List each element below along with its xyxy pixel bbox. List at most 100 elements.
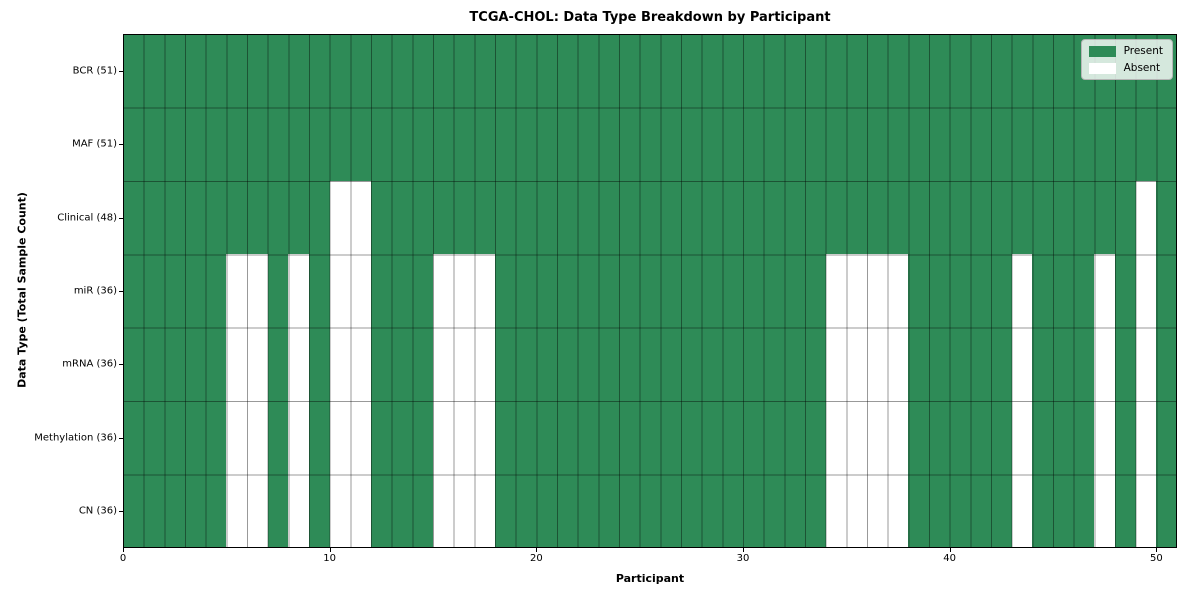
absent-cell bbox=[329, 327, 351, 402]
absent-cell bbox=[1011, 327, 1033, 402]
x-tick bbox=[949, 548, 951, 552]
absent-cell bbox=[226, 327, 247, 402]
x-tick bbox=[329, 548, 331, 552]
absent-cell bbox=[226, 474, 247, 548]
y-tick-label: Clinical (48) bbox=[57, 212, 117, 224]
legend-entry: Absent bbox=[1088, 62, 1163, 74]
legend-swatch-present bbox=[1088, 45, 1116, 57]
x-tick-label: 0 bbox=[119, 553, 127, 564]
y-tick-label: mRNA (36) bbox=[62, 358, 117, 370]
absent-cell bbox=[846, 474, 867, 548]
absent-cell bbox=[474, 327, 495, 402]
absent-cell bbox=[1135, 401, 1157, 475]
absent-cell bbox=[433, 327, 454, 402]
legend: Present Absent bbox=[1080, 39, 1173, 80]
y-tick-label: MAF (51) bbox=[72, 138, 117, 150]
absent-cell bbox=[247, 474, 268, 548]
legend-entry: Present bbox=[1088, 45, 1163, 57]
y-tick-label: miR (36) bbox=[73, 285, 117, 297]
x-tick-label: 20 bbox=[529, 553, 543, 564]
absent-cell bbox=[825, 254, 847, 328]
absent-cell bbox=[288, 474, 309, 548]
y-tick bbox=[119, 364, 123, 366]
legend-label: Present bbox=[1123, 45, 1163, 57]
legend-label: Absent bbox=[1123, 62, 1161, 74]
absent-cell bbox=[453, 254, 475, 328]
y-axis-label: Data Type (Total Sample Count) bbox=[15, 192, 29, 388]
y-tick-label: BCR (51) bbox=[72, 65, 117, 77]
x-tick bbox=[536, 548, 538, 552]
absent-cell bbox=[226, 254, 247, 328]
y-tick bbox=[119, 291, 123, 292]
absent-cell bbox=[887, 327, 909, 402]
y-tick-label: CN (36) bbox=[78, 505, 117, 517]
absent-cell bbox=[329, 401, 351, 475]
absent-cell bbox=[474, 474, 495, 548]
absent-cell bbox=[329, 180, 351, 255]
absent-cell bbox=[433, 254, 454, 328]
y-tick bbox=[119, 511, 123, 513]
y-tick bbox=[119, 144, 123, 146]
absent-cell bbox=[846, 327, 867, 402]
absent-cell bbox=[474, 254, 495, 328]
absent-cell bbox=[288, 401, 309, 475]
absent-cell bbox=[1094, 474, 1115, 548]
absent-cell bbox=[1135, 327, 1157, 402]
absent-cell bbox=[887, 254, 909, 328]
y-tick-label: Methylation (36) bbox=[34, 432, 117, 444]
absent-cell bbox=[867, 474, 888, 548]
absent-cell bbox=[433, 474, 454, 548]
x-tick-label: 40 bbox=[943, 553, 957, 564]
absent-cell bbox=[453, 327, 475, 402]
absent-cell bbox=[1135, 254, 1157, 328]
absent-cell bbox=[1094, 254, 1115, 328]
absent-cell bbox=[247, 254, 268, 328]
absent-cell bbox=[846, 401, 867, 475]
absent-cell bbox=[825, 327, 847, 402]
y-tick bbox=[119, 217, 123, 219]
absent-cell bbox=[433, 401, 454, 475]
y-tick bbox=[119, 437, 123, 439]
absent-cell bbox=[867, 254, 888, 328]
absent-cell bbox=[247, 327, 268, 402]
absent-cell bbox=[453, 401, 475, 475]
x-tick bbox=[743, 548, 744, 552]
absent-cell bbox=[867, 327, 888, 402]
absent-cell bbox=[288, 327, 309, 402]
absent-cell bbox=[226, 401, 247, 475]
x-tick-label: 30 bbox=[736, 553, 750, 564]
absent-cell bbox=[329, 254, 351, 328]
absent-cell bbox=[887, 401, 909, 475]
absent-cell bbox=[1094, 327, 1115, 402]
x-axis-label: Participant bbox=[615, 572, 685, 585]
absent-cell bbox=[453, 474, 475, 548]
absent-cell bbox=[329, 474, 351, 548]
absent-cell bbox=[1135, 180, 1157, 255]
absent-cell bbox=[1135, 474, 1157, 548]
absent-cell bbox=[350, 474, 371, 548]
absent-cell bbox=[350, 254, 371, 328]
y-tick bbox=[119, 70, 123, 72]
absent-cell bbox=[474, 401, 495, 475]
x-tick bbox=[123, 548, 124, 552]
absent-cell bbox=[1011, 254, 1033, 328]
absent-cell bbox=[1011, 401, 1033, 475]
absent-cell bbox=[1011, 474, 1033, 548]
x-tick-label: 10 bbox=[323, 553, 337, 564]
plot-area: Present Absent bbox=[123, 34, 1177, 548]
absent-cell bbox=[867, 401, 888, 475]
x-tick-label: 50 bbox=[1149, 553, 1163, 564]
absent-cell bbox=[825, 474, 847, 548]
chart-title: TCGA-CHOL: Data Type Breakdown by Partic… bbox=[469, 10, 831, 25]
absent-cell bbox=[288, 254, 309, 328]
absent-cell bbox=[350, 180, 371, 255]
absent-cell bbox=[350, 327, 371, 402]
absent-cell bbox=[1094, 401, 1115, 475]
legend-swatch-absent bbox=[1088, 62, 1116, 74]
absent-cell bbox=[247, 401, 268, 475]
x-tick bbox=[1156, 548, 1158, 552]
absent-cell bbox=[825, 401, 847, 475]
absent-cell bbox=[846, 254, 867, 328]
absent-cell bbox=[887, 474, 909, 548]
